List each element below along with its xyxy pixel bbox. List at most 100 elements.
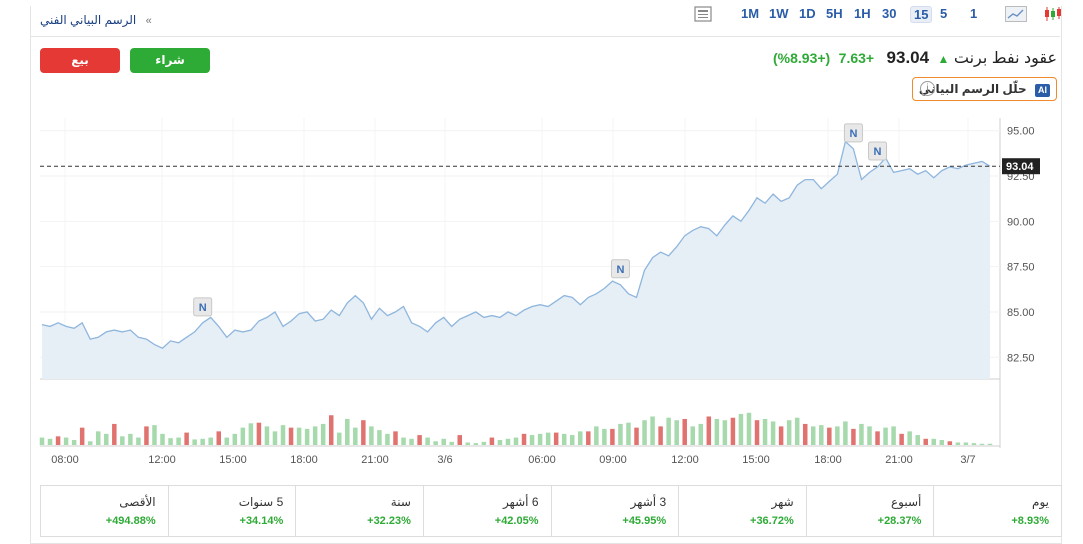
volume-bar xyxy=(160,433,165,445)
timeframe-5[interactable]: 5 xyxy=(940,6,948,21)
volume-bar xyxy=(859,423,864,445)
volume-bar xyxy=(304,428,310,445)
analyze-chart-label: حلّل الرسم البياني xyxy=(918,82,1027,96)
volume-bar xyxy=(618,423,623,445)
volume-bar xyxy=(272,431,278,445)
volume-bar xyxy=(626,422,631,445)
news-marker xyxy=(843,123,863,143)
volume-bar xyxy=(569,435,575,445)
chevron-right-icon: » xyxy=(145,15,152,27)
info-icon[interactable]: i xyxy=(920,81,935,96)
timeframe-30[interactable]: 30 xyxy=(882,6,897,21)
timeframe-1M[interactable]: 1M xyxy=(741,6,760,21)
time-tick-label: 21:00 xyxy=(361,454,389,466)
volume-bar xyxy=(553,432,559,445)
volume-bar xyxy=(128,433,133,445)
timeframe-1W[interactable]: 1W xyxy=(769,6,789,21)
timeframe-1D[interactable]: 1D xyxy=(799,6,816,21)
volume-bar xyxy=(353,427,358,445)
volume-bar xyxy=(578,431,583,445)
timeframe-1H[interactable]: 1H xyxy=(854,6,871,21)
buy-button[interactable]: شراء xyxy=(130,48,210,73)
volume-bar xyxy=(602,428,607,445)
volume-bar xyxy=(248,423,254,445)
volume-bar xyxy=(650,416,655,445)
instrument-name: عقود نفط برنت xyxy=(953,50,1057,67)
volume-bar xyxy=(955,442,961,445)
time-tick-label: 3/6 xyxy=(437,454,452,466)
performance-period: 6 أشهر xyxy=(502,495,539,509)
volume-bar xyxy=(746,412,752,445)
volume-bar xyxy=(722,420,728,445)
volume-bar xyxy=(923,438,928,445)
volume-bar xyxy=(963,442,969,445)
volume-bar xyxy=(136,437,141,445)
chart-title-link[interactable]: » الرسم البياني الفني xyxy=(40,13,152,27)
performance-cell: سنة +32.23% xyxy=(295,486,423,536)
layout-icon[interactable] xyxy=(694,6,712,22)
volume-bar xyxy=(987,443,993,445)
volume-bar xyxy=(39,437,45,445)
volume-bar xyxy=(120,436,125,445)
volume-bar xyxy=(658,426,663,445)
volume-bar xyxy=(152,425,157,445)
news-marker xyxy=(868,141,888,161)
volume-bar xyxy=(320,423,326,445)
volume-bar xyxy=(465,442,471,445)
volume-bar xyxy=(819,425,824,445)
time-tick-label: 12:00 xyxy=(671,454,699,466)
volume-bar xyxy=(208,437,213,445)
candlestick-icon[interactable] xyxy=(1043,6,1063,22)
volume-bar xyxy=(337,432,342,445)
timeframe-5H[interactable]: 5H xyxy=(826,6,843,21)
last-price-tag xyxy=(1002,158,1040,175)
volume-bar xyxy=(770,421,776,445)
timeframe-1[interactable]: 1 xyxy=(970,6,978,21)
volume-bar xyxy=(706,416,712,445)
volume-bar xyxy=(369,426,374,445)
volume-bar xyxy=(561,433,567,445)
volume-bar xyxy=(521,433,527,445)
volume-bar xyxy=(232,433,238,445)
performance-cell: 3 أشهر +45.95% xyxy=(550,486,679,536)
volume-bar xyxy=(682,418,687,445)
volume-bar xyxy=(891,426,896,445)
timeframe-15[interactable]: 15 xyxy=(910,6,933,23)
area-chart-icon[interactable] xyxy=(1005,6,1027,22)
analyze-chart-button[interactable]: AI حلّل الرسم البياني xyxy=(911,77,1057,101)
volume-bar xyxy=(425,437,430,445)
quote-header: عقود نفط برنت ▲ 93.04 +7.63 (+8.93%) xyxy=(773,48,1057,68)
volume-bar xyxy=(345,418,350,445)
news-marker-label: N xyxy=(849,128,857,140)
sell-button[interactable]: بيع xyxy=(40,48,120,73)
performance-value: +494.88% xyxy=(105,515,156,527)
volume-bar xyxy=(843,421,848,445)
price-change: +7.63 xyxy=(838,50,875,66)
volume-bar xyxy=(907,431,912,445)
performance-cell: شهر +36.72% xyxy=(678,486,806,536)
volume-bar xyxy=(377,430,382,445)
volume-bar xyxy=(87,441,93,445)
volume-bar xyxy=(875,431,880,445)
volume-bar xyxy=(634,427,639,445)
performance-period: شهر xyxy=(771,495,794,509)
volume-bar xyxy=(481,441,487,445)
time-tick-label: 18:00 xyxy=(290,454,318,466)
volume-bar xyxy=(497,440,503,445)
volume-bar xyxy=(393,431,398,445)
volume-bar xyxy=(867,426,872,445)
time-tick-label: 18:00 xyxy=(814,454,842,466)
time-tick-label: 21:00 xyxy=(885,454,913,466)
time-tick-label: 15:00 xyxy=(219,454,247,466)
volume-bar xyxy=(714,418,720,445)
volume-bar xyxy=(802,423,808,445)
volume-bar xyxy=(947,441,953,445)
volume-bar xyxy=(586,431,591,445)
news-marker-label: N xyxy=(874,146,882,158)
performance-cell: 5 سنوات +34.14% xyxy=(167,486,296,536)
volume-bar xyxy=(401,437,406,445)
performance-period: سنة xyxy=(390,495,411,509)
volume-bar xyxy=(794,417,800,445)
volume-bar xyxy=(674,420,679,445)
